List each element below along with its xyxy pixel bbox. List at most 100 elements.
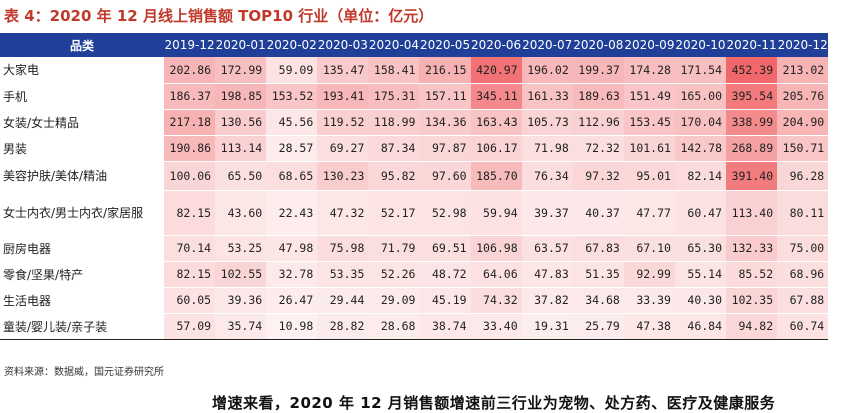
table-cell-value: 82.14	[674, 161, 727, 191]
table-cell-value: 171.54	[674, 57, 727, 84]
table-cell-value: 10.98	[266, 313, 318, 340]
column-header-month: 2019-12	[164, 33, 216, 57]
column-header-month: 2020-01	[215, 33, 267, 57]
table-cell-value: 76.34	[521, 161, 573, 191]
table-cell-value: 204.90	[777, 109, 829, 136]
table-body: 大家电 202.86 172.99 59.09 135.47 158.41 216.15 42…	[0, 57, 829, 340]
next-section-heading: 增速来看，2020 年 12 月销售额增速前三行业为宠物、处方药、医疗及健康服务	[212, 394, 776, 412]
table-cell-value: 134.36	[419, 109, 471, 136]
table-cell-value: 80.11	[777, 190, 829, 236]
column-header-month: 2020-03	[317, 33, 369, 57]
table-cell-value: 190.86	[164, 135, 216, 162]
table-cell-value: 29.09	[368, 287, 420, 314]
table-cell-value: 158.41	[368, 57, 420, 84]
table-cell-value: 217.18	[164, 109, 216, 136]
table-cell-value: 97.32	[572, 161, 624, 191]
table-cell-value: 51.35	[572, 261, 624, 288]
table-cell-value: 28.82	[317, 313, 369, 340]
table-cell-value: 52.98	[419, 190, 471, 236]
table-cell-value: 53.35	[317, 261, 369, 288]
column-header-category: 品类	[0, 33, 164, 57]
table-cell-value: 28.68	[368, 313, 420, 340]
table-cell-value: 153.52	[266, 83, 318, 110]
table-cell-value: 130.23	[317, 161, 369, 191]
table-cell-value: 112.96	[572, 109, 624, 136]
table-cell-value: 67.83	[572, 235, 624, 262]
table-cell-value: 69.27	[317, 135, 369, 162]
table-cell-value: 150.71	[777, 135, 829, 162]
table-cell-value: 151.49	[623, 83, 675, 110]
table-cell-value: 189.63	[572, 83, 624, 110]
table-caption: 表 4：2020 年 12 月线上销售额 TOP10 行业（单位：亿元）	[4, 7, 434, 25]
table-cell-value: 338.99	[726, 109, 778, 136]
table-row: 女装/女士精品 217.18 130.56 45.56 119.52 118.99 134.…	[0, 109, 829, 136]
table-cell-value: 32.78	[266, 261, 318, 288]
column-header-month: 2020-07	[521, 33, 573, 57]
table-cell-value: 106.98	[470, 235, 522, 262]
table-cell-value: 452.39	[726, 57, 778, 84]
table-cell-value: 202.86	[164, 57, 216, 84]
column-header-month: 2020-11	[726, 33, 778, 57]
table-cell-value: 22.43	[266, 190, 318, 236]
table-cell-value: 59.09	[266, 57, 318, 84]
table-cell-value: 19.31	[521, 313, 573, 340]
table-cell-value: 74.32	[470, 287, 522, 314]
table-cell-value: 40.30	[674, 287, 727, 314]
table-cell-value: 92.99	[623, 261, 675, 288]
table-header-row: 品类 2019-12 2020-01 2020-02 2020-03 2020-04 20…	[0, 33, 829, 57]
table-cell-value: 60.05	[164, 287, 216, 314]
table-cell-value: 97.60	[419, 161, 471, 191]
table-cell-value: 95.82	[368, 161, 420, 191]
table-cell-value: 57.09	[164, 313, 216, 340]
table-cell-value: 216.15	[419, 57, 471, 84]
table-cell-value: 87.34	[368, 135, 420, 162]
sales-table: 品类 2019-12 2020-01 2020-02 2020-03 2020-04 20…	[0, 33, 829, 340]
column-header-month: 2020-06	[470, 33, 522, 57]
table-cell-value: 60.74	[777, 313, 829, 340]
table-cell-value: 82.15	[164, 261, 216, 288]
table-cell-value: 101.61	[623, 135, 675, 162]
table-cell-value: 60.47	[674, 190, 727, 236]
table-row: 手机 186.37 198.85 153.52 193.41 175.31 157.11 34…	[0, 83, 829, 110]
table-row: 零食/坚果/特产 82.15 102.55 32.78 53.35 52.26 48.72 6…	[0, 261, 829, 288]
table-cell-value: 165.00	[674, 83, 727, 110]
table-cell-value: 47.98	[266, 235, 318, 262]
table-cell-value: 142.78	[674, 135, 727, 162]
column-header-month: 2020-09	[623, 33, 675, 57]
table-cell-value: 52.17	[368, 190, 420, 236]
table-cell-value: 97.87	[419, 135, 471, 162]
table-cell-value: 35.74	[215, 313, 267, 340]
table-cell-value: 47.38	[623, 313, 675, 340]
table-cell-value: 28.57	[266, 135, 318, 162]
table-cell-value: 40.37	[572, 190, 624, 236]
table-cell-value: 38.74	[419, 313, 471, 340]
column-header-month: 2020-08	[572, 33, 624, 57]
table-cell-value: 113.40	[726, 190, 778, 236]
table-cell-value: 113.14	[215, 135, 267, 162]
row-category-label: 女装/女士精品	[0, 109, 164, 136]
column-header-month: 2020-05	[419, 33, 471, 57]
table-cell-value: 71.98	[521, 135, 573, 162]
column-header-month: 2020-02	[266, 33, 318, 57]
table-cell-value: 132.33	[726, 235, 778, 262]
table-cell-value: 94.82	[726, 313, 778, 340]
table-cell-value: 45.19	[419, 287, 471, 314]
table-row: 大家电 202.86 172.99 59.09 135.47 158.41 216.15 42…	[0, 57, 829, 84]
table-cell-value: 68.96	[777, 261, 829, 288]
table-cell-value: 37.82	[521, 287, 573, 314]
table-cell-value: 53.25	[215, 235, 267, 262]
table-cell-value: 102.35	[726, 287, 778, 314]
table-cell-value: 46.84	[674, 313, 727, 340]
row-category-label: 童装/婴儿装/亲子装	[0, 313, 164, 340]
table-cell-value: 59.94	[470, 190, 522, 236]
row-category-label: 美容护肤/美体/精油	[0, 161, 164, 191]
table-cell-value: 39.36	[215, 287, 267, 314]
table-cell-value: 48.72	[419, 261, 471, 288]
table-cell-value: 75.00	[777, 235, 829, 262]
table-cell-value: 47.83	[521, 261, 573, 288]
table-cell-value: 268.89	[726, 135, 778, 162]
table-cell-value: 33.39	[623, 287, 675, 314]
table-cell-value: 135.47	[317, 57, 369, 84]
table-cell-value: 63.57	[521, 235, 573, 262]
table-cell-value: 420.97	[470, 57, 522, 84]
